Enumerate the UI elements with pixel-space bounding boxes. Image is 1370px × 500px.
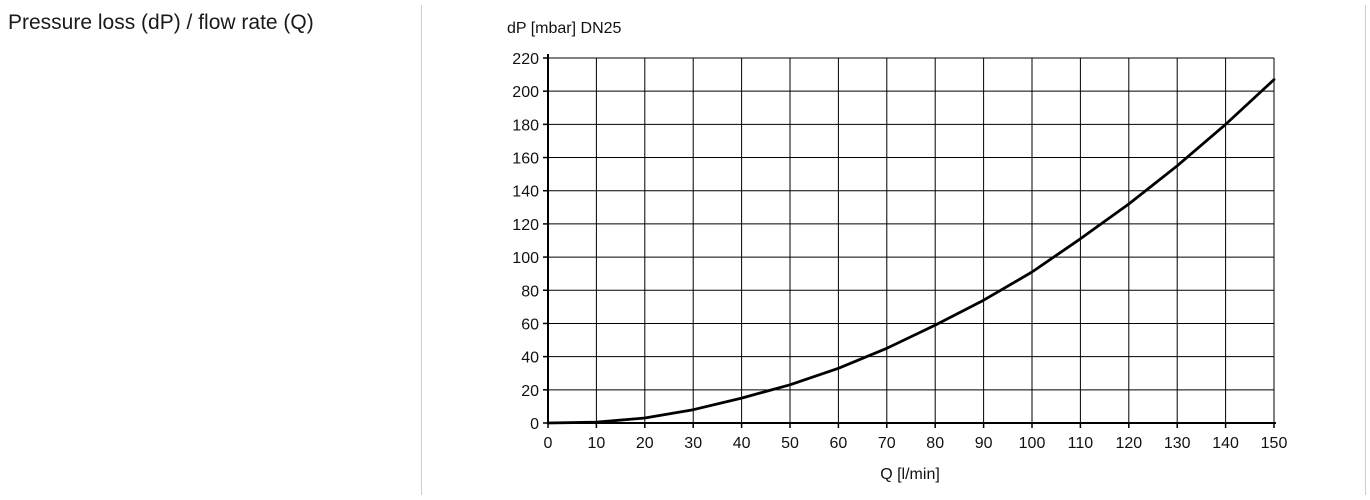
y-tick-label: 120 — [512, 217, 539, 234]
x-tick-label: 120 — [1115, 435, 1142, 452]
y-tick-label: 160 — [512, 151, 539, 168]
table-divider-right — [1365, 5, 1366, 495]
y-tick-label: 220 — [512, 51, 539, 68]
y-axis-title: dP [mbar] DN25 — [507, 20, 622, 37]
x-tick-label: 130 — [1164, 435, 1191, 452]
y-tick-label: 200 — [512, 84, 539, 101]
chart-svg: 0 20 40 60 80 100 120 140 160 180 200 220 0 10 20 30 40 5… — [507, 20, 1287, 483]
table-divider-left — [421, 5, 422, 495]
y-tick-label: 60 — [521, 316, 539, 333]
y-tick-label: 180 — [512, 117, 539, 134]
x-tick-label: 20 — [636, 435, 654, 452]
x-tick-label: 60 — [830, 435, 848, 452]
x-tick-label: 40 — [733, 435, 751, 452]
x-tick-label: 110 — [1068, 435, 1094, 452]
y-tick-label: 100 — [512, 250, 539, 267]
x-tick-label: 10 — [588, 435, 606, 452]
pressure-loss-curve — [546, 78, 1276, 425]
x-axis-title: Q [l/min] — [880, 466, 940, 483]
tick-layer: 0 20 40 60 80 100 120 140 160 180 200 220 0 10 20 30 40 5… — [512, 51, 1287, 452]
y-tick-label: 0 — [530, 416, 539, 433]
x-tick-label: 150 — [1261, 435, 1288, 452]
grid-layer — [548, 57, 1275, 423]
pressure-loss-chart: 0 20 40 60 80 100 120 140 160 180 200 220 0 10 20 30 40 5… — [430, 0, 1360, 495]
x-tick-label: 140 — [1212, 435, 1239, 452]
x-tick-label: 100 — [1019, 435, 1046, 452]
row-label: Pressure loss (dP) / flow rate (Q) — [8, 11, 314, 34]
y-tick-label: 20 — [521, 383, 539, 400]
axis-layer — [547, 54, 1276, 424]
y-tick-label: 140 — [512, 184, 539, 201]
y-tick-label: 40 — [521, 350, 539, 367]
x-tick-label: 70 — [878, 435, 896, 452]
x-tick-label: 50 — [781, 435, 799, 452]
series-layer — [546, 78, 1276, 425]
y-tick-label: 80 — [521, 283, 539, 300]
x-tick-label: 80 — [926, 435, 944, 452]
x-tick-label: 0 — [544, 435, 553, 452]
x-tick-label: 90 — [975, 435, 993, 452]
x-tick-label: 30 — [684, 435, 702, 452]
